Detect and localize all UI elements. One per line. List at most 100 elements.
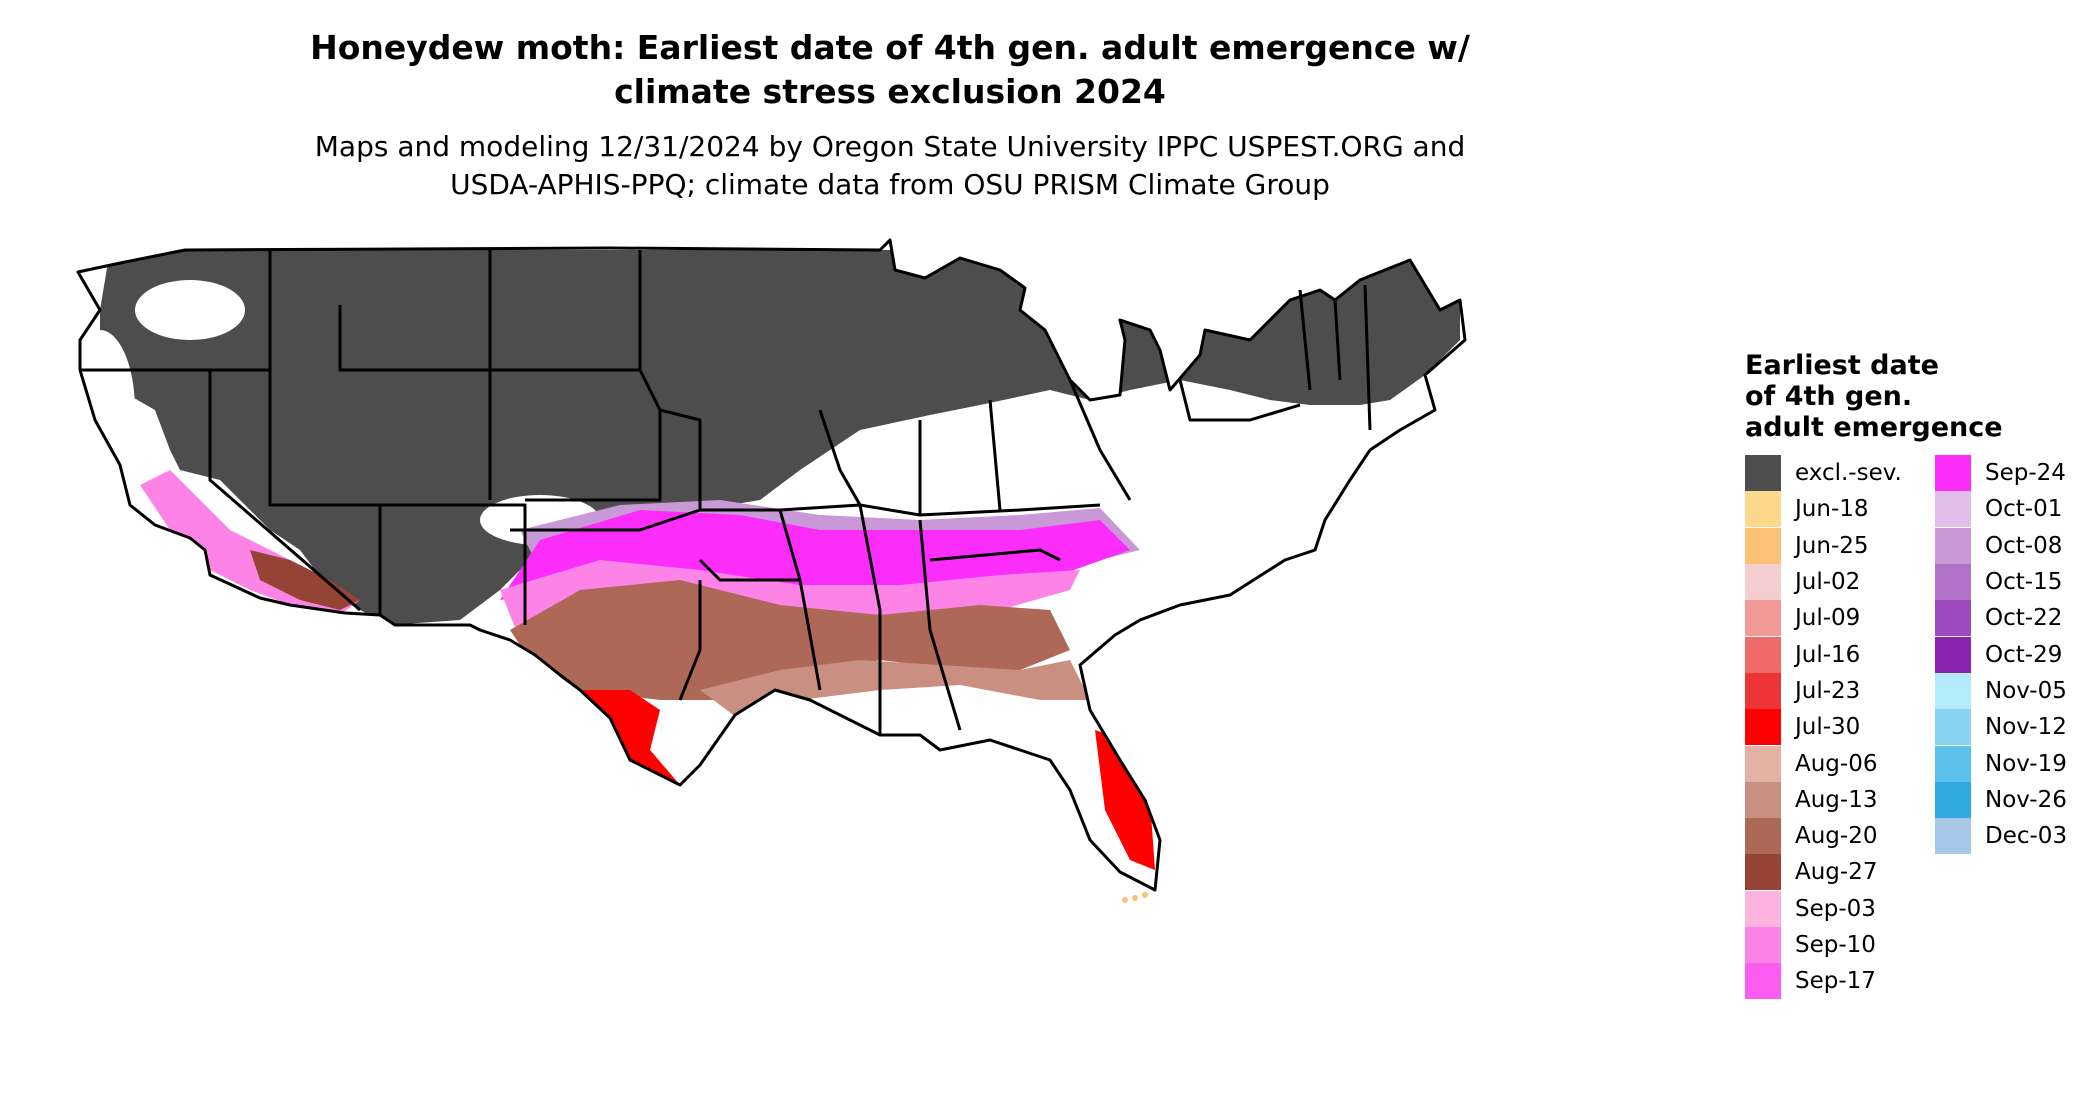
legend-label: Oct-15 — [1985, 569, 2063, 596]
legend-swatch — [1745, 745, 1781, 782]
state-boundaries — [76, 238, 1467, 892]
legend-item: Sep-10 — [1745, 927, 1902, 963]
legend-swatch — [1745, 636, 1781, 673]
aug-light-band — [700, 660, 1090, 720]
legend-label: Sep-10 — [1795, 932, 1876, 958]
legend-label: Jul-23 — [1795, 677, 1861, 704]
legend-label: Sep-17 — [1795, 968, 1876, 995]
legend-swatch — [1935, 818, 1971, 855]
legend-item: Sep-24 — [1935, 455, 2067, 492]
legend-label: Aug-27 — [1795, 859, 1878, 886]
map-subtitle-line-1: Maps and modeling 12/31/2024 by Oregon S… — [314, 130, 1466, 163]
map-title-line-2: climate stress exclusion 2024 — [614, 72, 1166, 111]
legend-item: Jul-23 — [1745, 672, 1902, 709]
legend-swatch — [1745, 455, 1781, 492]
legend-swatch — [1745, 890, 1781, 927]
legend-label: Nov-19 — [1985, 750, 2067, 777]
legend-item: Sep-17 — [1745, 963, 1902, 1000]
map-title-line-1: Honeydew moth: Earliest date of 4th gen.… — [310, 28, 1470, 67]
legend-swatch — [1745, 963, 1781, 1000]
legend-item: Jul-09 — [1745, 600, 1902, 637]
legend-swatch — [1935, 745, 1971, 782]
legend-swatch — [1745, 672, 1781, 709]
legend-item: Oct-22 — [1935, 600, 2067, 637]
legend-item: Oct-01 — [1935, 491, 2067, 528]
legend-title-line-3: adult emergence — [1745, 412, 2003, 443]
legend-item: Aug-13 — [1745, 781, 1902, 818]
ca-desert-brown — [250, 550, 360, 610]
legend-label: Aug-06 — [1795, 750, 1878, 777]
legend-item: Aug-06 — [1745, 745, 1902, 782]
legend-item: Nov-26 — [1935, 781, 2067, 818]
legend-label: Nov-26 — [1985, 786, 2067, 813]
legend-label: Sep-24 — [1985, 460, 2066, 487]
legend-item: Nov-12 — [1935, 709, 2067, 746]
legend-label: Jul-02 — [1795, 569, 1861, 596]
legend-label: Aug-13 — [1795, 786, 1878, 813]
legend-title: Earliest date of 4th gen. adult emergenc… — [1745, 350, 2003, 443]
legend-swatch — [1745, 927, 1781, 963]
legend-column-2: Sep-24 Oct-01 Oct-08 Oct-15 Oct-22 Oct-29 Nov-… — [1935, 455, 2068, 855]
legend-item: Jul-02 — [1745, 564, 1902, 601]
legend-swatch — [1935, 636, 1971, 673]
legend-swatch — [1935, 527, 1971, 564]
legend-item: Oct-15 — [1935, 564, 2067, 601]
legend-swatch — [1745, 527, 1781, 564]
legend-title-line-2: of 4th gen. — [1745, 381, 1913, 412]
legend-label: Jun-25 — [1795, 532, 1869, 559]
legend-label: Nov-05 — [1985, 677, 2067, 704]
us-emergence-map — [76, 238, 1467, 903]
map-title: Honeydew moth: Earliest date of 4th gen.… — [0, 26, 1780, 114]
legend-column-1: excl.-sev. Jun-18 Jun-25 Jul-02 Jul-09 Jul-16… — [1745, 455, 1902, 1000]
legend-item: Jul-30 — [1745, 709, 1902, 746]
legend-item: Aug-27 — [1745, 854, 1902, 891]
legend-item: Oct-29 — [1935, 636, 2067, 673]
legend-swatch — [1745, 491, 1781, 528]
legend-label: Jul-16 — [1795, 641, 1861, 668]
aug-band — [510, 580, 1070, 700]
legend-swatch — [1745, 600, 1781, 637]
legend-swatch — [1745, 709, 1781, 746]
map-subtitle: Maps and modeling 12/31/2024 by Oregon S… — [0, 128, 1780, 204]
legend-item: Nov-19 — [1935, 745, 2067, 782]
legend-item: Aug-20 — [1745, 818, 1902, 855]
legend-item: Jul-16 — [1745, 636, 1902, 673]
legend-label: Oct-22 — [1985, 605, 2063, 632]
no-emergence-west-2 — [78, 330, 135, 490]
legend-swatch — [1935, 781, 1971, 818]
legend-swatch — [1745, 818, 1781, 855]
legend-label: Jul-09 — [1795, 605, 1861, 632]
legend-item: excl.-sev. — [1745, 455, 1902, 492]
legend-title-line-1: Earliest date — [1745, 350, 1939, 381]
legend-swatch — [1935, 455, 1971, 492]
legend-item: Nov-05 — [1935, 672, 2067, 709]
legend-label: Oct-29 — [1985, 641, 2063, 668]
legend-swatch — [1935, 491, 1971, 528]
no-emergence-west-1 — [135, 280, 245, 340]
legend-label: excl.-sev. — [1795, 460, 1902, 487]
legend-swatch — [1745, 854, 1781, 891]
legend-item: Dec-03 — [1935, 818, 2068, 855]
legend-label: Jun-18 — [1795, 496, 1869, 523]
legend-swatch — [1935, 672, 1971, 709]
legend-label: Sep-03 — [1795, 895, 1876, 922]
map-subtitle-line-2: USDA-APHIS-PPQ; climate data from OSU PR… — [450, 168, 1330, 201]
jul-florida — [1095, 730, 1155, 870]
legend-swatch — [1745, 781, 1781, 818]
legend-label: Nov-12 — [1985, 714, 2067, 741]
legend-label: Aug-20 — [1795, 823, 1878, 850]
legend-item: Jun-25 — [1745, 527, 1902, 564]
legend-label: Oct-01 — [1985, 496, 2063, 523]
legend-swatch — [1745, 564, 1781, 601]
legend-item: Jun-18 — [1745, 491, 1902, 528]
legend-swatch — [1935, 600, 1971, 637]
legend-swatch — [1935, 709, 1971, 746]
legend-swatch — [1935, 564, 1971, 601]
legend-item: Oct-08 — [1935, 527, 2067, 564]
legend-label: Oct-08 — [1985, 532, 2063, 559]
legend-label: Dec-03 — [1985, 823, 2068, 850]
legend-label: Jul-30 — [1795, 714, 1861, 741]
no-emergence-east — [780, 395, 1260, 530]
florida-keys — [1122, 892, 1148, 903]
legend-item: Sep-03 — [1745, 890, 1902, 927]
